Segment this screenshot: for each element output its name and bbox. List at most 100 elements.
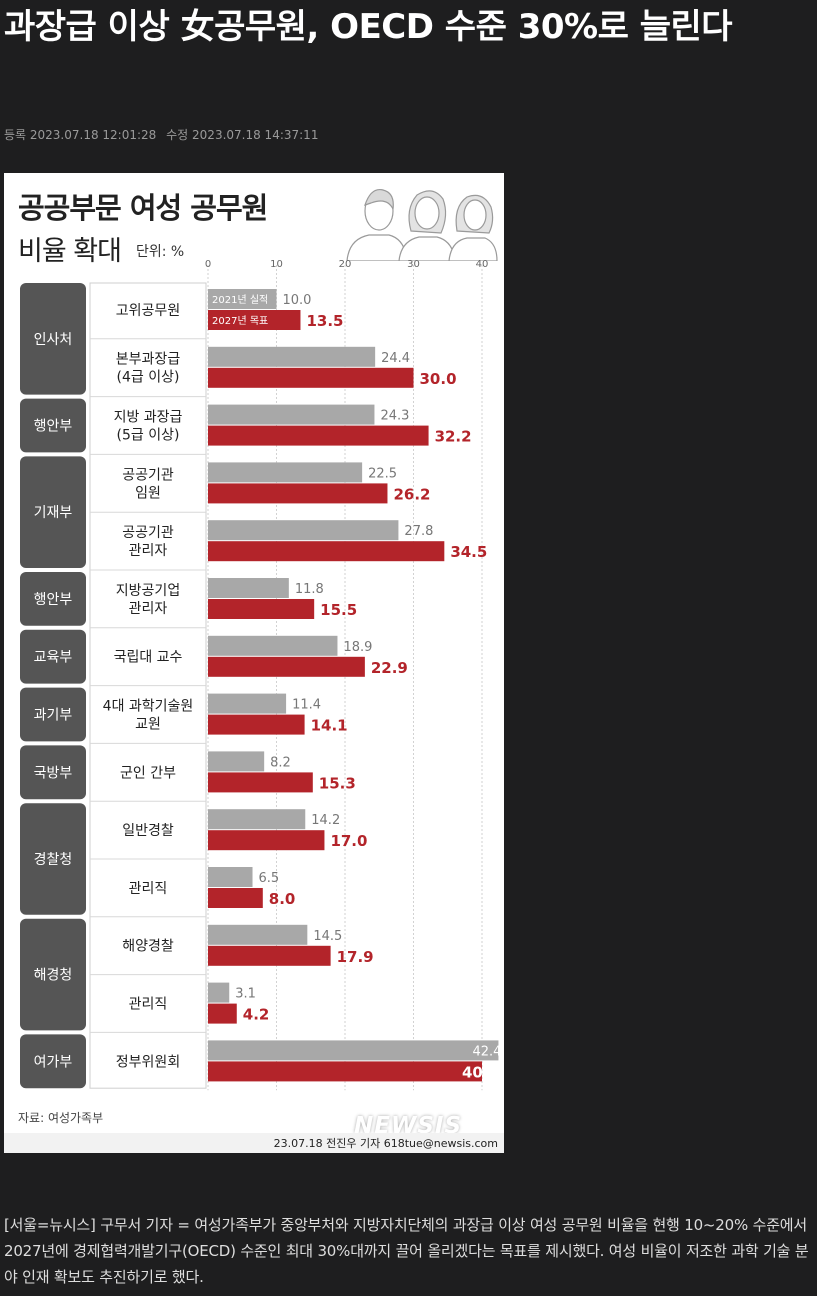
value-label-2027: 15.5 <box>320 601 357 619</box>
bar-2027-target <box>208 367 414 388</box>
value-label-2027: 8.0 <box>269 890 296 908</box>
bar-2021-actual <box>208 867 253 887</box>
group-tab <box>20 629 86 684</box>
legend-2021: 2021년 실적 <box>212 294 268 306</box>
category-label: 지방공기업 <box>116 583 180 599</box>
group-label: 경찰청 <box>34 852 73 868</box>
group-label: 기재부 <box>34 505 73 521</box>
group-label: 인사처 <box>34 332 73 348</box>
group-label: 과기부 <box>34 708 73 724</box>
value-label-2021: 11.8 <box>295 582 324 597</box>
group-tab <box>20 456 86 568</box>
value-label-2021: 10.0 <box>283 293 312 308</box>
bar-2027-target <box>208 1003 237 1024</box>
bar-2027-target <box>208 888 263 908</box>
group-tab <box>20 803 86 915</box>
value-label-2021: 8.2 <box>270 755 291 770</box>
x-tick-label: 40 <box>476 259 489 270</box>
group-label: 행안부 <box>34 419 73 435</box>
value-label-2027: 17.9 <box>337 948 374 966</box>
infographic-title: 공공부문 여성 공무원 <box>18 191 268 225</box>
bar-2021-actual <box>208 924 308 945</box>
category-label: 교원 <box>135 717 161 733</box>
category-label: (5급 이상) <box>117 428 180 444</box>
bar-2021-actual <box>208 809 306 830</box>
infographic-subtitle: 비율 확대 <box>18 236 122 267</box>
group-tab <box>20 283 86 395</box>
category-label: 4대 과학기술원 <box>103 699 194 715</box>
infographic: 공공부문 여성 공무원 비율 확대 단위: % 0 10 20 30 40 인사처 행안부 기… <box>4 173 504 1153</box>
registered-date: 등록 2023.07.18 12:01:28 <box>4 128 157 142</box>
bar-2027-target <box>208 1061 482 1082</box>
bar-2021-actual <box>208 1040 499 1061</box>
source-note: 자료: 여성가족부 <box>18 1111 104 1125</box>
category-label: 지방 과장급 <box>114 410 183 426</box>
bar-2021-actual <box>208 982 230 1003</box>
group-label: 해경청 <box>34 968 73 984</box>
value-label-2021: 22.5 <box>368 466 397 481</box>
bar-chart: 0 10 20 30 40인사처행안부기재부행안부교육부과기부국방부경찰청해경청여가부고… <box>20 259 501 1091</box>
group-label: 여가부 <box>34 1054 73 1070</box>
category-label: 공공기관 <box>122 525 174 541</box>
bar-2027-target <box>208 541 445 562</box>
bar-2021-actual <box>208 635 338 656</box>
value-label-2021: 3.1 <box>235 987 256 1002</box>
article-meta: 등록 2023.07.18 12:01:28 수정 2023.07.18 14:… <box>4 126 324 143</box>
category-label: 관리자 <box>129 543 168 559</box>
category-label: 고위공무원 <box>116 303 180 319</box>
group-label: 행안부 <box>34 592 73 608</box>
value-label-2021: 27.8 <box>404 524 433 539</box>
value-label-2027: 34.5 <box>450 543 487 561</box>
value-label-2021: 24.4 <box>381 351 410 366</box>
value-label-2027: 4.2 <box>243 1006 270 1024</box>
unit-label: 단위: % <box>136 244 185 260</box>
bar-2021-actual <box>208 520 399 541</box>
x-tick-label: 20 <box>339 259 352 270</box>
category-label: 관리직 <box>129 997 168 1013</box>
group-tab <box>20 687 86 742</box>
value-label-2027: 22.9 <box>371 659 408 677</box>
category-label: 정부위원회 <box>116 1054 180 1070</box>
x-tick-label: 0 <box>205 259 211 270</box>
value-label-2021: 24.3 <box>380 409 409 424</box>
value-label-2027: 30.0 <box>420 370 457 388</box>
value-label-2027: 32.2 <box>435 428 472 446</box>
bar-2021-actual <box>208 346 376 367</box>
bar-2021-actual <box>208 693 287 714</box>
value-label-2027: 15.3 <box>319 774 356 792</box>
value-label-2021: 11.4 <box>292 698 321 713</box>
group-tab <box>20 398 86 453</box>
modified-date: 수정 2023.07.18 14:37:11 <box>166 128 319 142</box>
value-label-2021: 6.5 <box>259 871 280 886</box>
bar-2027-target <box>208 656 365 677</box>
category-label: 관리직 <box>129 881 168 897</box>
category-label: 군인 간부 <box>120 765 176 781</box>
group-tab <box>20 1034 86 1089</box>
article-body: [서울=뉴시스] 구무서 기자 = 여성가족부가 중앙부처와 지방자치단체의 과… <box>4 1216 809 1286</box>
legend-2027: 2027년 목표 <box>212 315 268 327</box>
value-label-2027: 14.1 <box>311 717 348 735</box>
category-label: 일반경찰 <box>122 823 174 839</box>
bar-2021-actual <box>208 751 265 772</box>
bar-2027-target <box>208 483 388 504</box>
bar-2027-target <box>208 425 429 446</box>
bar-2027-target <box>208 599 315 619</box>
value-label-2021: 14.2 <box>311 813 340 828</box>
value-label-2027: 13.5 <box>306 312 343 330</box>
group-label: 교육부 <box>34 650 73 666</box>
bar-2027-target <box>208 945 331 966</box>
bar-2027-target <box>208 714 305 735</box>
category-label: 공공기관 <box>122 467 174 483</box>
bar-2021-actual <box>208 462 363 483</box>
bar-2021-actual <box>208 578 289 598</box>
bar-2027-target <box>208 772 313 793</box>
bar-2021-actual <box>208 404 375 425</box>
group-tab <box>20 918 86 1031</box>
group-tab <box>20 572 86 626</box>
group-tab <box>20 745 86 800</box>
category-label: 본부과장급 <box>116 352 181 368</box>
category-label: 국립대 교수 <box>114 650 183 666</box>
value-label-2027: 26.2 <box>393 485 430 503</box>
category-label: (4급 이상) <box>117 370 180 386</box>
category-label: 관리자 <box>129 601 168 617</box>
